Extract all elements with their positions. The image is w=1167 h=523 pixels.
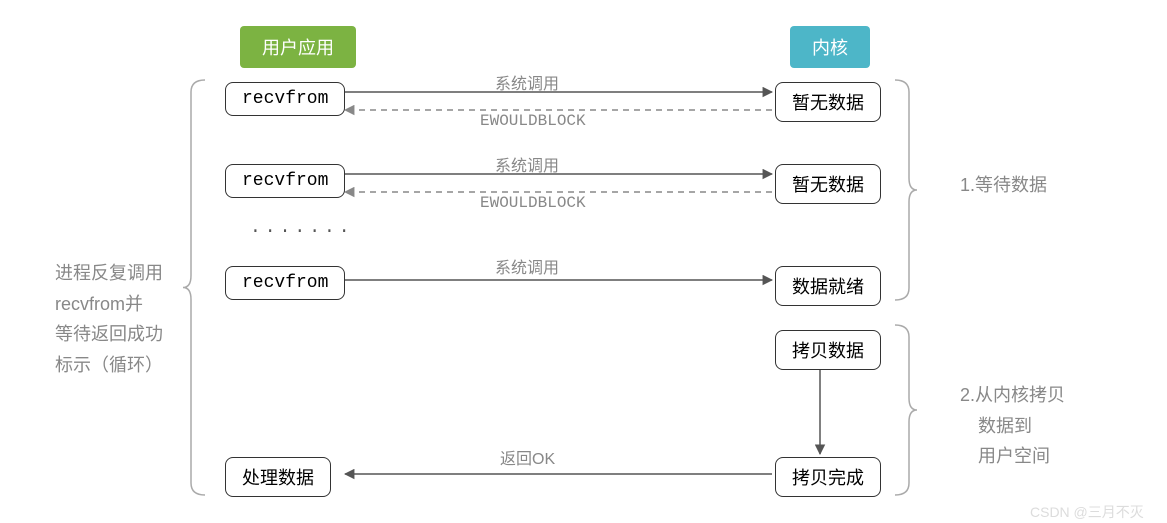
node-nodata-2: 暂无数据	[775, 164, 881, 204]
side-label-right-1: 1.等待数据	[960, 170, 1047, 201]
watermark: CSDN @三月不灭	[1030, 502, 1144, 522]
label-return-ok: 返回OK	[500, 445, 555, 469]
node-process: 处理数据	[225, 457, 331, 497]
label-syscall-3: 系统调用	[495, 254, 559, 278]
node-recvfrom-2: recvfrom	[225, 164, 345, 198]
ellipsis-dots: .......	[250, 218, 354, 238]
side-label-left: 进程反复调用recvfrom并等待返回成功标示（循环）	[55, 258, 163, 380]
label-ewouldblock-2: EWOULDBLOCK	[480, 194, 586, 212]
node-recvfrom-1: recvfrom	[225, 82, 345, 116]
node-recvfrom-3: recvfrom	[225, 266, 345, 300]
node-data-ready: 数据就绪	[775, 266, 881, 306]
node-copied: 拷贝完成	[775, 457, 881, 497]
label-ewouldblock-1: EWOULDBLOCK	[480, 112, 586, 130]
node-nodata-1: 暂无数据	[775, 82, 881, 122]
label-syscall-1: 系统调用	[495, 70, 559, 94]
node-copying: 拷贝数据	[775, 330, 881, 370]
header-kernel: 内核	[790, 26, 870, 68]
header-user: 用户应用	[240, 26, 356, 68]
side-label-right-2: 2.从内核拷贝数据到用户空间	[960, 380, 1065, 472]
label-syscall-2: 系统调用	[495, 152, 559, 176]
